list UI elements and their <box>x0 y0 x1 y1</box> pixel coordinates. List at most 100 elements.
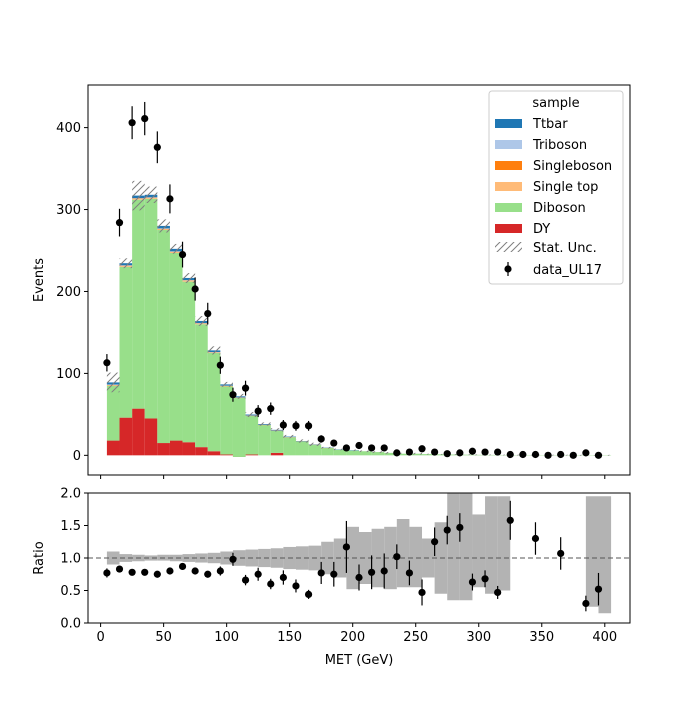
data-point <box>229 391 236 398</box>
stat-unc-band <box>296 439 309 442</box>
data-point <box>255 407 262 414</box>
ratio-point <box>418 589 425 596</box>
data-point <box>381 444 388 451</box>
ratio-point <box>469 578 476 585</box>
legend-label-triboson: Triboson <box>532 138 587 153</box>
legend-label-singleboson: Singleboson <box>533 159 612 174</box>
stat-unc-band <box>208 346 221 354</box>
legend-data-marker <box>504 265 511 272</box>
data-point <box>557 451 564 458</box>
data-point <box>141 115 148 122</box>
data-point <box>431 448 438 455</box>
data-point <box>418 445 425 452</box>
stat-unc-band <box>309 443 322 446</box>
legend-swatch-triboson <box>495 140 522 149</box>
x-tick-label: 400 <box>592 630 617 645</box>
x-tick-label: 150 <box>277 630 302 645</box>
stat-unc-band <box>195 316 208 326</box>
bar-diboson <box>195 324 208 447</box>
ratio-band-bin <box>397 519 410 587</box>
ratio-y-tick-label: 1.0 <box>60 552 81 567</box>
bar-diboson <box>296 441 309 455</box>
ratio-y-tick-label: 2.0 <box>60 487 81 502</box>
ratio-point <box>255 571 262 578</box>
bar-diboson <box>132 200 145 409</box>
stat-unc-band <box>183 273 196 283</box>
data-point <box>330 439 337 446</box>
ratio-band-bin <box>409 527 422 587</box>
bar-diboson <box>157 230 170 443</box>
main-y-label: Events <box>32 258 47 302</box>
stat-unc-band <box>157 219 170 232</box>
stat-unc-band <box>271 428 284 431</box>
bar-dy <box>170 441 183 456</box>
bar-diboson <box>309 445 322 456</box>
bar-diboson <box>170 253 183 441</box>
data-point <box>179 251 186 258</box>
ratio-point <box>507 517 514 524</box>
ratio-point <box>280 574 287 581</box>
ratio-point <box>204 571 211 578</box>
x-tick-label: 100 <box>214 630 239 645</box>
legend-label-data: data_UL17 <box>533 263 602 278</box>
bar-diboson <box>271 431 284 453</box>
legend-swatch-singleboson <box>495 161 522 170</box>
data-point <box>154 144 161 151</box>
data-point <box>129 119 136 126</box>
stat-unc-band <box>107 373 120 393</box>
ratio-point <box>431 538 438 545</box>
ratio-point <box>229 556 236 563</box>
ratio-point <box>318 569 325 576</box>
legend-label-stat-unc: Stat. Unc. <box>533 241 597 256</box>
legend-swatch <box>495 242 522 252</box>
bar-diboson <box>183 282 196 443</box>
data-point <box>570 452 577 459</box>
ratio-y-label: Ratio <box>32 541 47 574</box>
stat-unc-band <box>283 435 296 438</box>
ratio-point <box>494 589 501 596</box>
bar-diboson <box>283 437 296 455</box>
x-tick-label: 300 <box>466 630 491 645</box>
x-axis-label: MET (GeV) <box>325 653 394 668</box>
ratio-band-bin <box>598 496 611 613</box>
bar-dy <box>246 455 259 456</box>
data-point <box>217 362 224 369</box>
stat-unc-band <box>120 258 133 268</box>
ratio-point <box>355 574 362 581</box>
ratio-point <box>129 569 136 576</box>
ratio-point <box>381 567 388 574</box>
stat-unc-band <box>321 447 334 449</box>
legend-swatch-single-top <box>495 182 522 191</box>
bar-dy <box>220 455 233 456</box>
ratio-point <box>166 567 173 574</box>
stat-unc-band <box>220 382 233 387</box>
ratio-y-tick-label: 1.5 <box>60 519 81 534</box>
data-point <box>204 310 211 317</box>
ratio-y-tick-label: 0.0 <box>60 617 81 632</box>
ratio-point <box>179 563 186 570</box>
ratio-point <box>217 567 224 574</box>
legend-swatch-dy <box>495 224 522 233</box>
stat-unc-band <box>372 451 385 453</box>
data-point <box>544 452 551 459</box>
x-tick-label: 250 <box>403 630 428 645</box>
data-point <box>582 449 589 456</box>
ratio-point <box>192 567 199 574</box>
bar-diboson <box>107 386 120 441</box>
ratio-point <box>330 571 337 578</box>
ratio-point <box>481 575 488 582</box>
data-point <box>116 219 123 226</box>
data-point <box>595 452 602 459</box>
bar-diboson <box>321 448 334 455</box>
ratio-point <box>292 582 299 589</box>
data-point <box>494 448 501 455</box>
legend-swatch-ttbar <box>495 119 522 128</box>
bar-dy <box>132 409 145 456</box>
ratio-point <box>595 586 602 593</box>
legend-label-diboson: Diboson <box>533 201 586 216</box>
bar-diboson <box>120 267 133 418</box>
bar-dy <box>183 442 196 455</box>
ratio-point <box>532 535 539 542</box>
bar-dy <box>145 418 158 455</box>
